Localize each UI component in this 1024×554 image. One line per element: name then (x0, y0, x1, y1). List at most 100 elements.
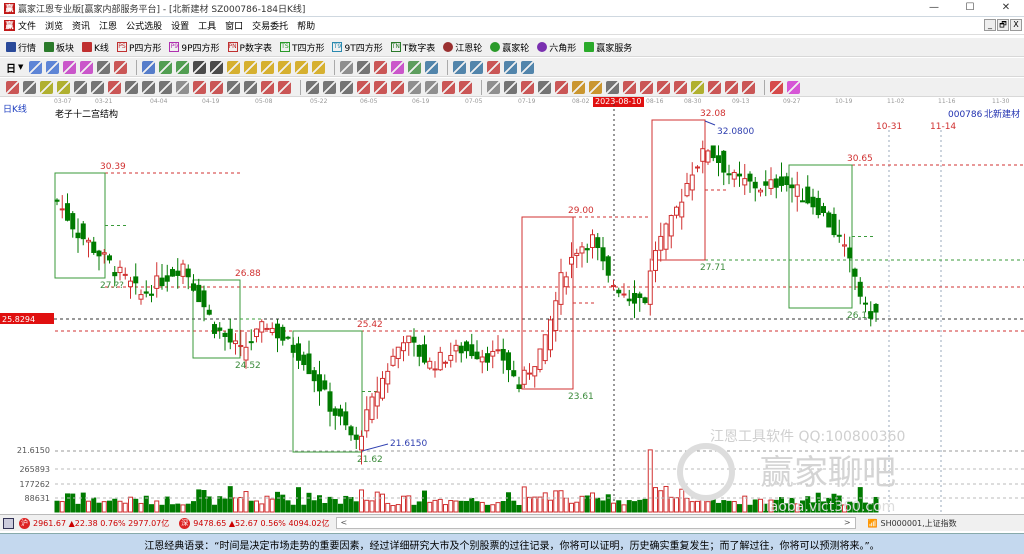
toolbar-button-tn[interactable]: TN T数字表 (390, 41, 435, 54)
chart-tool-icon[interactable] (210, 60, 224, 74)
draw-tool-icon[interactable] (459, 80, 472, 94)
chart-tool-icon[interactable] (261, 60, 275, 74)
chart-tool-icon[interactable] (97, 60, 111, 74)
chart-tool-icon[interactable] (227, 60, 241, 74)
toolbar-button-wheel[interactable]: 江恩轮 (443, 41, 482, 54)
draw-tool-icon[interactable] (742, 80, 755, 94)
chart-tool-icon[interactable] (29, 60, 43, 74)
chart-tool-icon[interactable] (244, 60, 258, 74)
toolbar-button-p9[interactable]: P9 9P四方形 (169, 41, 220, 54)
draw-tool-icon[interactable] (159, 80, 172, 94)
period-selector[interactable]: 日 (6, 63, 16, 75)
chart-tool-icon[interactable] (504, 60, 518, 74)
kline-chart[interactable]: 老子十二宫结构 000786 北新建材 日K线 25.8294 10-31 11-14 21.… (0, 104, 1024, 514)
toolbar-button-ts[interactable]: TS T四方形 (279, 41, 324, 54)
draw-tool-icon[interactable] (691, 80, 704, 94)
toolbar-button-grid[interactable]: 行情 (6, 41, 36, 54)
draw-tool-icon[interactable] (142, 80, 155, 94)
draw-tool-icon[interactable] (623, 80, 636, 94)
minimize-button[interactable]: — (929, 2, 939, 13)
mdi-restore-button[interactable]: 🗗 (997, 19, 1009, 31)
menu-item[interactable]: 江恩 (99, 22, 118, 32)
chart-tool-icon[interactable] (114, 60, 128, 74)
draw-tool-icon[interactable] (521, 80, 534, 94)
chart-tool-icon[interactable] (340, 60, 354, 74)
menu-item[interactable]: 工具 (198, 22, 217, 32)
scroll-left-button[interactable]: < (340, 518, 348, 527)
scroll-right-button[interactable]: > (843, 518, 851, 527)
draw-tool-icon[interactable] (91, 80, 104, 94)
draw-tool-icon[interactable] (538, 80, 551, 94)
draw-tool-icon[interactable] (340, 80, 353, 94)
toolbar-button-dollar[interactable]: 赢家服务 (584, 41, 632, 54)
chart-tool-icon[interactable] (357, 60, 371, 74)
draw-tool-icon[interactable] (244, 80, 257, 94)
mdi-close-button[interactable]: X (1010, 19, 1022, 31)
toolbar-button-kline[interactable]: K线 (82, 41, 109, 54)
draw-tool-icon[interactable] (770, 80, 783, 94)
chart-tool-icon[interactable] (295, 60, 309, 74)
horizontal-scrollbar[interactable]: < > (335, 517, 856, 529)
chevron-down-icon[interactable]: ▼ (18, 63, 24, 71)
menu-item[interactable]: 交易委托 (252, 22, 289, 32)
draw-tool-icon[interactable] (487, 80, 500, 94)
menu-item[interactable]: 设置 (171, 22, 190, 32)
right-index-label[interactable]: SH000001,上证指数 (880, 518, 957, 528)
menu-item[interactable]: 文件 (18, 22, 37, 32)
toolbar-button-pn[interactable]: PN P数字表 (227, 41, 272, 54)
draw-tool-icon[interactable] (674, 80, 687, 94)
chart-tool-icon[interactable] (159, 60, 173, 74)
chart-tool-icon[interactable] (470, 60, 484, 74)
draw-tool-icon[interactable] (306, 80, 319, 94)
chart-tool-icon[interactable] (453, 60, 467, 74)
toolbar-button-ps[interactable]: PS P四方形 (116, 41, 161, 54)
draw-tool-icon[interactable] (391, 80, 404, 94)
chart-tool-icon[interactable] (408, 60, 422, 74)
toolbar-button-wheel-green[interactable]: 赢家轮 (490, 41, 529, 54)
draw-tool-icon[interactable] (442, 80, 455, 94)
chart-tool-icon[interactable] (391, 60, 405, 74)
draw-tool-icon[interactable] (23, 80, 36, 94)
chart-tool-icon[interactable] (521, 60, 535, 74)
maximize-button[interactable]: ☐ (965, 2, 975, 13)
toolbar-button-blocks[interactable]: 板块 (44, 41, 74, 54)
draw-tool-icon[interactable] (193, 80, 206, 94)
menu-item[interactable]: 公式选股 (126, 22, 163, 32)
draw-tool-icon[interactable] (74, 80, 87, 94)
chart-tool-icon[interactable] (425, 60, 439, 74)
chart-tool-icon[interactable] (278, 60, 292, 74)
menu-item[interactable]: 帮助 (297, 22, 316, 32)
chart-tool-icon[interactable] (487, 60, 501, 74)
draw-tool-icon[interactable] (261, 80, 274, 94)
draw-tool-icon[interactable] (725, 80, 738, 94)
draw-tool-icon[interactable] (374, 80, 387, 94)
draw-tool-icon[interactable] (408, 80, 421, 94)
menu-item[interactable]: 浏览 (45, 22, 64, 32)
draw-tool-icon[interactable] (227, 80, 240, 94)
draw-tool-icon[interactable] (504, 80, 517, 94)
draw-tool-icon[interactable] (708, 80, 721, 94)
chart-tool-icon[interactable] (63, 60, 77, 74)
menu-item[interactable]: 窗口 (225, 22, 244, 32)
chart-tool-icon[interactable] (193, 60, 207, 74)
mdi-minimize-button[interactable]: _ (984, 19, 996, 31)
draw-tool-icon[interactable] (640, 80, 653, 94)
chart-tool-icon[interactable] (176, 60, 190, 74)
draw-tool-icon[interactable] (57, 80, 70, 94)
chart-tool-icon[interactable] (46, 60, 60, 74)
chart-tool-icon[interactable] (80, 60, 94, 74)
draw-tool-icon[interactable] (657, 80, 670, 94)
draw-tool-icon[interactable] (6, 80, 19, 94)
draw-tool-icon[interactable] (125, 80, 138, 94)
draw-tool-icon[interactable] (357, 80, 370, 94)
draw-tool-icon[interactable] (278, 80, 291, 94)
draw-tool-icon[interactable] (210, 80, 223, 94)
draw-tool-icon[interactable] (606, 80, 619, 94)
toolbar-button-t9[interactable]: T9 9T四方形 (332, 41, 383, 54)
draw-tool-icon[interactable] (589, 80, 602, 94)
draw-tool-icon[interactable] (40, 80, 53, 94)
menu-item[interactable]: 资讯 (72, 22, 91, 32)
chart-tool-icon[interactable] (142, 60, 156, 74)
draw-tool-icon[interactable] (787, 80, 800, 94)
draw-tool-icon[interactable] (572, 80, 585, 94)
